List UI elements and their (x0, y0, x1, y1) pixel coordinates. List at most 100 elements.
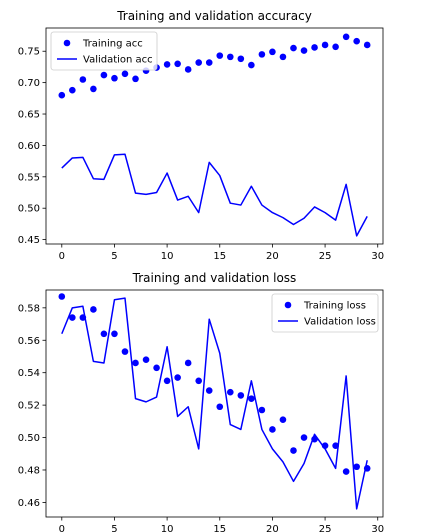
accuracy-y-tick-label: 0.60 (18, 141, 40, 152)
accuracy-data-point (90, 85, 97, 93)
loss-data-point (248, 395, 255, 402)
loss-legend-label: Training loss (303, 301, 366, 312)
loss-y-tick-label: 0.52 (18, 401, 40, 412)
loss-data-point (237, 392, 245, 399)
loss-chart-title: Training and validation loss (132, 271, 297, 285)
accuracy-data-point (342, 33, 350, 41)
accuracy-legend-label: Validation acc (83, 55, 153, 66)
loss-data-point (216, 403, 224, 411)
loss-data-point (90, 306, 97, 313)
loss-data-point (58, 293, 66, 300)
loss-data-point (290, 447, 297, 454)
accuracy-data-point (227, 53, 234, 61)
loss-legend: Training loss Validation loss (271, 293, 379, 333)
accuracy-data-point (237, 55, 245, 63)
accuracy-data-point (258, 51, 266, 58)
accuracy-x-tick-label: 25 (319, 251, 332, 262)
accuracy-data-point (248, 61, 255, 69)
accuracy-data-point (332, 43, 339, 51)
loss-legend-dot-swatch (284, 301, 292, 309)
accuracy-data-point (321, 41, 329, 49)
accuracy-data-point (205, 59, 213, 66)
loss-legend-box (271, 293, 379, 333)
accuracy-legend-label: Training acc (82, 39, 143, 50)
loss-y-tick-label: 0.48 (18, 465, 40, 476)
loss-data-point (353, 463, 360, 471)
accuracy-legend-dot-swatch (63, 39, 71, 47)
loss-y-tick-label: 0.46 (18, 498, 40, 509)
accuracy-data-point (216, 52, 224, 59)
loss-data-point (142, 356, 150, 364)
accuracy-y-tick-label: 0.55 (18, 172, 40, 183)
loss-data-point (100, 330, 108, 338)
loss-data-point (184, 359, 192, 367)
accuracy-y-tick-label: 0.50 (18, 204, 40, 215)
loss-data-point (69, 314, 76, 321)
loss-data-point (121, 348, 129, 355)
accuracy-y-tick-label: 0.70 (18, 78, 40, 89)
accuracy-data-point (363, 41, 371, 49)
loss-data-point (342, 468, 350, 475)
loss-data-point (153, 364, 160, 372)
loss-y-tick-label: 0.56 (18, 336, 40, 347)
loss-data-point (279, 416, 287, 424)
accuracy-data-point (290, 44, 297, 52)
loss-x-tick-label: 0 (59, 524, 65, 532)
loss-legend-label: Validation loss (304, 317, 376, 328)
loss-data-point (300, 434, 308, 441)
loss-data-point (174, 374, 181, 381)
accuracy-data-point (79, 76, 87, 83)
accuracy-legend: Training acc Validation acc (50, 31, 158, 71)
accuracy-x-tick-label: 5 (111, 251, 117, 262)
accuracy-data-point (163, 61, 171, 68)
loss-data-point (205, 387, 213, 394)
accuracy-data-point (184, 66, 192, 73)
accuracy-data-point (69, 86, 76, 94)
loss-axes-frame (45, 289, 384, 518)
loss-plot: Training and validation loss 0 5 10 15 20 25 3… (18, 271, 384, 532)
loss-data-point (258, 406, 266, 414)
accuracy-x-tick-label: 10 (161, 251, 174, 262)
accuracy-data-point (58, 91, 66, 99)
accuracy-data-point (279, 53, 287, 61)
loss-data-point (195, 377, 202, 385)
accuracy-data-point (269, 48, 276, 56)
accuracy-x-tick-label: 0 (59, 251, 65, 262)
loss-x-tick-label: 15 (213, 524, 226, 532)
loss-x-tick-label: 30 (371, 524, 384, 532)
loss-data-point (132, 359, 139, 367)
loss-data-point (269, 426, 276, 433)
loss-y-tick-label: 0.54 (18, 368, 40, 379)
loss-y-tick-label: 0.58 (18, 303, 40, 314)
loss-x-tick-label: 25 (319, 524, 332, 532)
loss-data-point (227, 388, 234, 396)
accuracy-data-point (174, 60, 181, 68)
accuracy-data-point (132, 75, 139, 83)
accuracy-y-tick-label: 0.45 (18, 235, 40, 246)
accuracy-chart-title: Training and validation accuracy (116, 9, 312, 23)
accuracy-data-point (111, 74, 118, 82)
loss-series-line-1 (61, 297, 368, 510)
loss-x-tick-label: 5 (111, 524, 117, 532)
accuracy-legend-box (50, 31, 158, 71)
accuracy-axes-frame (45, 27, 384, 245)
accuracy-data-point (300, 47, 308, 54)
loss-x-tick-label: 10 (161, 524, 174, 532)
accuracy-x-tick-label: 30 (371, 251, 384, 262)
accuracy-x-tick-label: 15 (213, 251, 226, 262)
loss-x-tick-label: 20 (266, 524, 279, 532)
accuracy-data-point (121, 70, 129, 78)
accuracy-data-point (353, 37, 360, 45)
accuracy-plot: Training and validation accuracy 0 5 10 15 2… (18, 9, 384, 262)
accuracy-y-tick-label: 0.75 (18, 47, 40, 58)
accuracy-series-line-1 (61, 153, 368, 237)
accuracy-y-tick-label: 0.65 (18, 110, 40, 121)
accuracy-data-point (195, 59, 202, 66)
accuracy-data-point (100, 71, 108, 79)
loss-y-tick-label: 0.50 (18, 433, 40, 444)
accuracy-data-point (311, 44, 318, 51)
loss-data-point (163, 377, 171, 385)
accuracy-x-tick-label: 20 (266, 251, 279, 262)
loss-data-point (111, 330, 118, 338)
